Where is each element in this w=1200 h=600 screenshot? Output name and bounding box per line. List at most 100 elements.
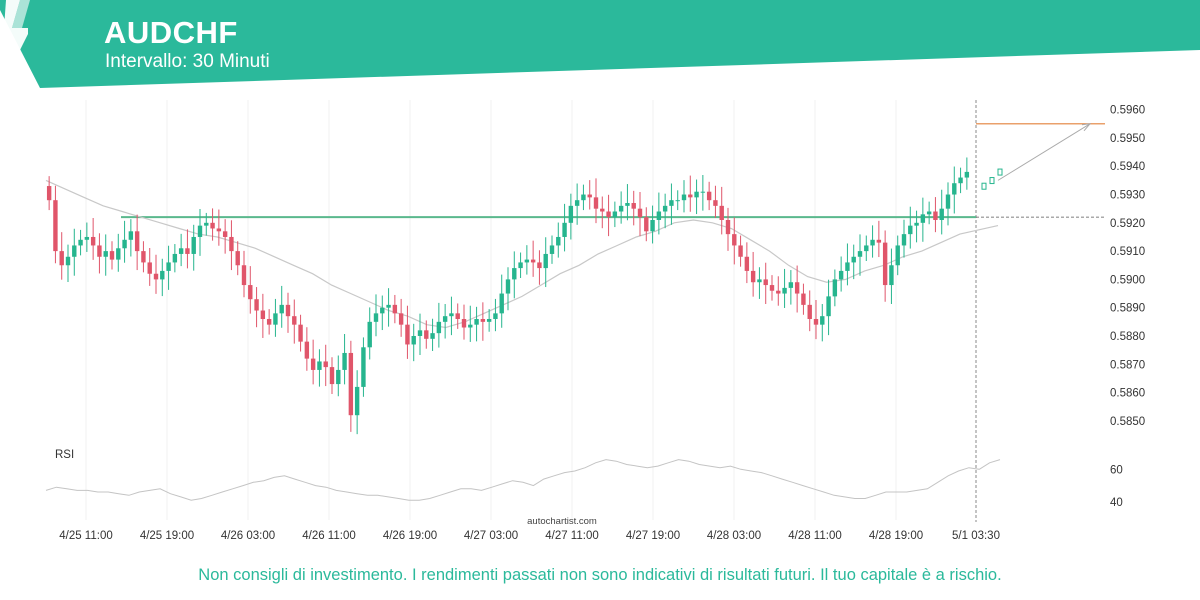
y-tick-label: 0.5850 (1110, 416, 1145, 428)
candle-body (769, 285, 775, 291)
candle-body (530, 259, 536, 263)
projected-candle (997, 168, 1003, 176)
candle-body (442, 316, 448, 322)
projected-candle (981, 182, 987, 190)
banner-shape (0, 0, 1200, 88)
candle-body (109, 251, 115, 260)
y-tick-label: 0.5930 (1110, 190, 1145, 202)
candle-body (700, 191, 706, 193)
candle-body (939, 208, 944, 220)
autochartist-logo-icon (0, 0, 30, 62)
candle-body (832, 279, 838, 297)
candle-body (172, 253, 178, 263)
rsi-tick-label: 40 (1110, 497, 1123, 509)
candle-body (468, 324, 473, 328)
candle-body (222, 231, 228, 237)
candle-body (97, 245, 102, 257)
candle-body (449, 313, 454, 317)
candle-body (713, 200, 718, 206)
candle-body (90, 236, 96, 246)
rsi-line (45, 459, 1001, 501)
candle-body (185, 248, 190, 254)
candle-body (480, 319, 486, 322)
candle-body (78, 239, 83, 246)
candle-body (706, 191, 712, 201)
candle-body (750, 270, 756, 283)
candle-body (386, 304, 391, 308)
candle-body (562, 222, 567, 237)
candle-body (574, 200, 580, 206)
rsi-tick-label: 60 (1110, 464, 1123, 476)
candle-body (229, 236, 234, 252)
candle-body (838, 270, 844, 280)
candle-body (285, 304, 291, 317)
candle-body (826, 296, 831, 317)
candle-body (945, 194, 951, 209)
candle-body (662, 205, 668, 212)
candle-body (656, 211, 662, 220)
x-tick-label: 4/26 03:00 (221, 530, 275, 542)
candle-body (782, 287, 787, 294)
candle-body (845, 262, 850, 271)
candle-body (637, 208, 643, 218)
candle-body (675, 200, 680, 202)
candle-body (298, 324, 303, 342)
candle-body (266, 319, 272, 325)
candle-body (461, 319, 467, 328)
candle-body (436, 321, 442, 334)
candle-body (801, 293, 806, 305)
disclaimer-text: Non consigli di investimento. I rendimen… (198, 566, 1002, 584)
candle-body (669, 200, 674, 206)
candle-body (116, 248, 121, 260)
candle-body (411, 335, 416, 345)
symbol-title: AUDCHF (104, 15, 238, 50)
x-tick-label: 4/26 11:00 (302, 530, 356, 542)
x-tick-label: 4/25 19:00 (140, 530, 194, 542)
candle-body (914, 222, 919, 226)
candle-body (807, 304, 812, 320)
price-chart: 0.5960 0.5950 0.5940 0.5930 0.5920 0.5910 0.59… (45, 100, 1145, 542)
candle-body (354, 386, 360, 416)
forecast-arrowhead (1081, 123, 1092, 132)
y-tick-label: 0.5960 (1110, 105, 1145, 117)
candle-body (763, 279, 768, 286)
y-tick-label: 0.5920 (1110, 218, 1145, 230)
candle-body (323, 361, 328, 368)
candle-body (725, 219, 731, 235)
interval-subtitle: Intervallo: 30 Minuti (105, 51, 270, 72)
candle-body (719, 205, 724, 220)
candle-body (373, 313, 379, 322)
y-tick-label: 0.5910 (1110, 246, 1145, 258)
candle-body (336, 369, 341, 385)
candle-body (788, 282, 794, 288)
candle-body (59, 251, 64, 266)
x-tick-label: 4/28 03:00 (707, 530, 761, 542)
candle-body (650, 219, 655, 232)
candle-body (348, 352, 354, 416)
candle-body (952, 183, 957, 195)
candle-body (813, 319, 819, 325)
candle-body (738, 245, 743, 257)
x-tick-label: 4/27 11:00 (545, 530, 599, 542)
candle-body (612, 211, 618, 218)
candle-body (292, 316, 297, 325)
candle-body (587, 194, 592, 198)
candle-body (304, 341, 310, 359)
candle-body (178, 248, 184, 254)
candle-body (241, 265, 247, 286)
candle-body (920, 214, 926, 223)
candle-body (876, 239, 882, 243)
candle-body (310, 358, 316, 370)
candle-body (329, 367, 335, 385)
y-tick-label: 0.5890 (1110, 303, 1145, 315)
candle-body (499, 293, 504, 314)
candle-body (593, 197, 599, 209)
candle-body (581, 194, 586, 201)
candle-body (537, 262, 542, 269)
candle-body (430, 333, 435, 339)
candle-body (681, 194, 687, 201)
y-tick-label: 0.5860 (1110, 388, 1145, 400)
candle-body (254, 299, 259, 311)
candle-body (361, 347, 366, 387)
header-banner: AUDCHF Intervallo: 30 Minuti (0, 0, 1200, 90)
